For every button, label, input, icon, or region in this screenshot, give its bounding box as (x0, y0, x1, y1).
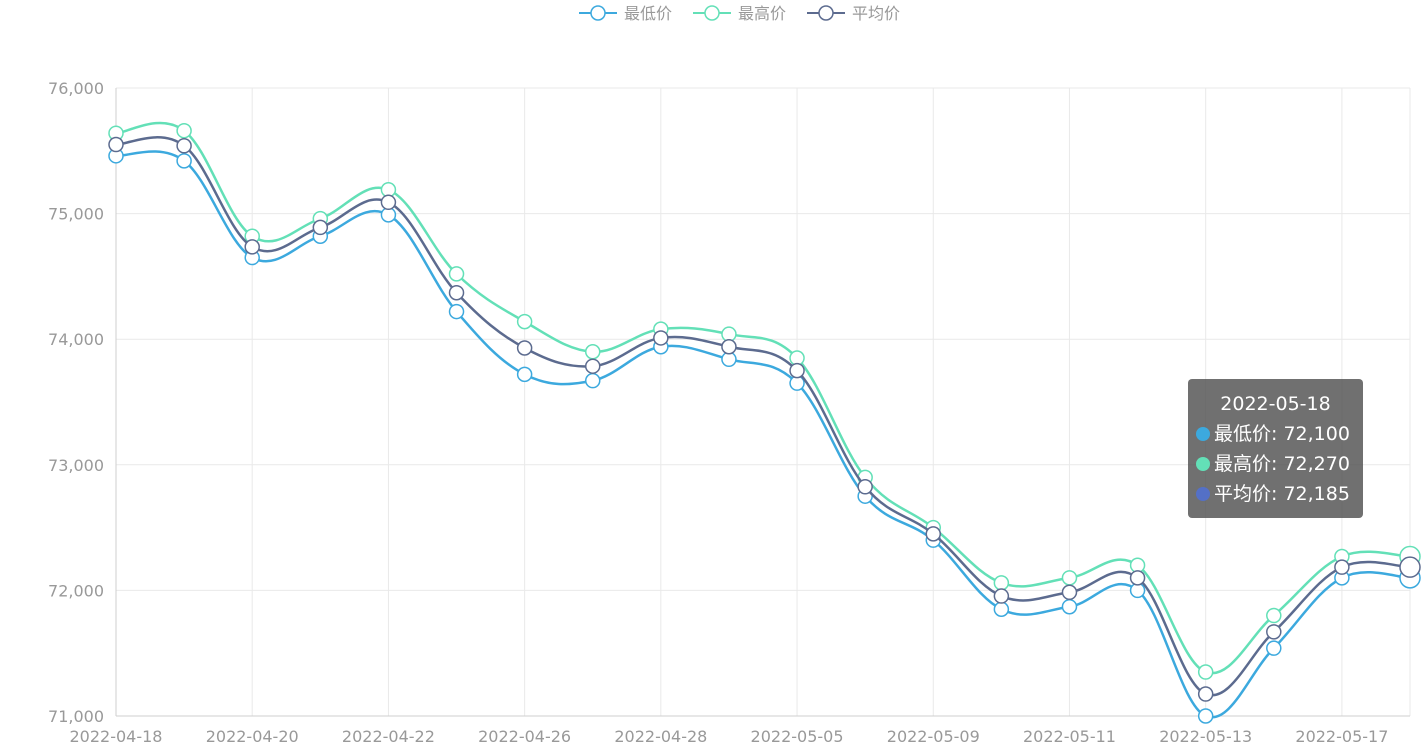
y-tick-label: 75,000 (48, 205, 104, 224)
data-point (993, 588, 1010, 604)
x-tick-label: 2022-05-05 (751, 727, 844, 746)
data-point (516, 313, 533, 330)
tooltip-label-high: 最高价: 72,270 (1214, 453, 1350, 475)
y-tick-label: 74,000 (48, 330, 104, 349)
data-point (516, 340, 533, 356)
data-point (1129, 570, 1146, 586)
data-point (584, 372, 601, 389)
data-point (789, 362, 805, 379)
axes: 71,000 72,000 73,000 74,000 75,000 76,000 2022… (48, 79, 1410, 746)
data-point (1334, 559, 1350, 575)
legend-item[interactable]: 平均价 (807, 4, 900, 23)
tooltip: 2022-05-18 最低价: 72,100 最高价: 72,270 平均价: … (1188, 379, 1363, 518)
tooltip-dot-high (1196, 457, 1210, 471)
data-point (1266, 607, 1282, 624)
legend[interactable]: 最低价 最高价 平均价 (579, 4, 900, 23)
tooltip-row-high: 最高价: 72,270 (1196, 449, 1355, 479)
legend-label: 平均价 (852, 4, 900, 23)
tooltip-row-avg: 平均价: 72,185 (1196, 479, 1355, 509)
data-point (176, 138, 192, 154)
data-point (1061, 598, 1078, 615)
data-point (448, 303, 465, 320)
tooltip-label-low: 最低价: 72,100 (1214, 423, 1350, 445)
legend-marker-icon (818, 5, 834, 21)
x-tick-label: 2022-05-09 (887, 727, 980, 746)
legend-item[interactable]: 最高价 (693, 4, 786, 23)
legend-label: 最高价 (738, 4, 786, 23)
data-point (1061, 570, 1078, 586)
data-point (857, 479, 873, 495)
data-point (721, 338, 737, 355)
data-point (1266, 624, 1282, 640)
y-tick-label: 73,000 (48, 456, 104, 475)
x-tick-label: 2022-05-17 (1295, 727, 1388, 746)
data-point (312, 219, 329, 236)
data-point (448, 266, 465, 282)
data-point (108, 136, 124, 153)
x-tick-label: 2022-04-28 (614, 727, 707, 746)
legend-item[interactable]: 最低价 (579, 4, 672, 23)
data-point (1197, 664, 1214, 680)
legend-marker-icon (590, 5, 606, 21)
x-tick-label: 2022-04-20 (206, 727, 299, 746)
data-point (176, 153, 192, 169)
y-tick-label: 71,000 (48, 707, 104, 726)
tooltip-dot-low (1196, 427, 1210, 441)
legend-label: 最低价 (624, 4, 672, 23)
x-tick-label: 2022-05-11 (1023, 727, 1116, 746)
data-point (516, 366, 533, 383)
tooltip-dot-avg (1196, 487, 1210, 501)
legend-marker-icon (704, 5, 720, 21)
series-2 (108, 136, 1421, 702)
x-tick-label: 2022-04-22 (342, 727, 435, 746)
data-point (1197, 686, 1214, 702)
data-point (176, 122, 192, 139)
data-point (584, 358, 601, 374)
x-tick-label: 2022-04-26 (478, 727, 571, 746)
data-point (1061, 584, 1078, 601)
x-tick-label: 2022-04-18 (70, 727, 163, 746)
data-point (1266, 640, 1282, 656)
data-point (993, 575, 1010, 591)
y-tick-label: 76,000 (48, 79, 104, 98)
tooltip-label-avg: 平均价: 72,185 (1214, 483, 1350, 505)
series-lines (108, 121, 1421, 724)
x-tick-label: 2022-05-13 (1159, 727, 1252, 746)
data-point (584, 344, 601, 360)
data-point (653, 330, 669, 346)
data-point (993, 601, 1010, 617)
tooltip-title: 2022-05-18 (1220, 393, 1331, 415)
y-tick-label: 72,000 (48, 581, 104, 600)
data-point (448, 284, 465, 301)
data-point (925, 526, 942, 542)
data-point (1399, 556, 1421, 578)
data-point (1197, 708, 1214, 724)
data-point (380, 194, 397, 211)
data-point (244, 239, 260, 255)
tooltip-row-low: 最低价: 72,100 (1196, 419, 1355, 449)
